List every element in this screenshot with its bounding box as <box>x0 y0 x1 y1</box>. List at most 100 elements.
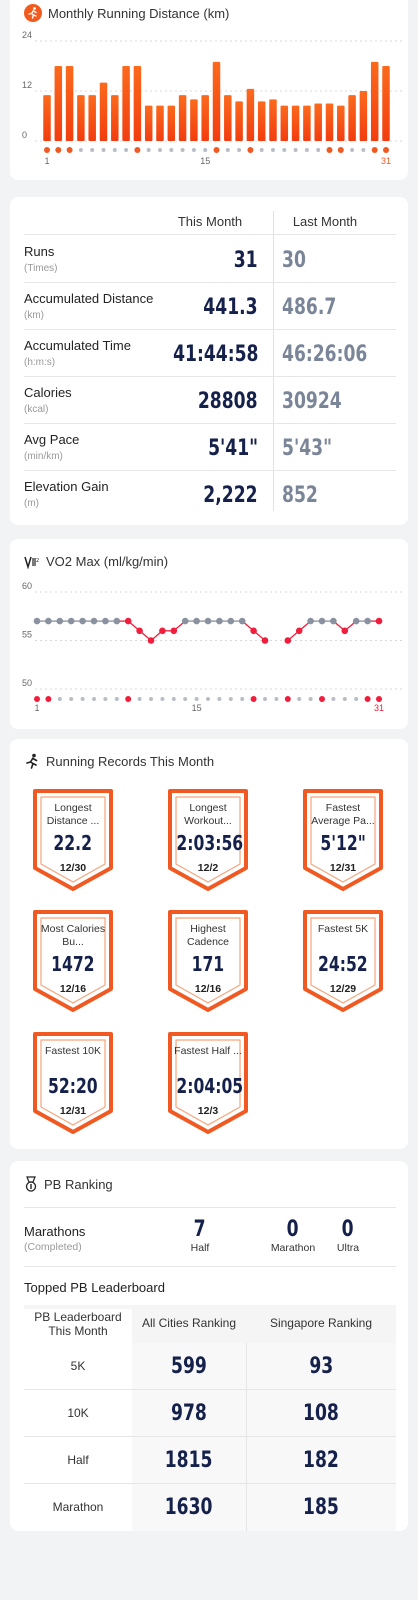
day-marker <box>114 697 119 701</box>
leaderboard-row: 10K 978 108 <box>24 1390 396 1437</box>
x-tick-label: 31 <box>381 156 391 166</box>
records-title: Running Records This Month <box>46 753 215 769</box>
vo2-point <box>56 617 64 625</box>
distance-card: Monthly Running Distance (km) 24 12 0 1 15 31 <box>10 0 408 180</box>
record-label: Longest Distance ... <box>46 802 100 827</box>
medal-icon <box>25 1176 37 1192</box>
all-cities-rank: 978 <box>132 1400 246 1426</box>
record-label: Fastest 5K <box>317 923 369 935</box>
bar <box>257 101 266 141</box>
record-badge[interactable]: Fastest Average Pa... 5'12" 12/31 <box>302 788 384 892</box>
leaderboard-distance: Marathon <box>52 1500 104 1514</box>
metric-unit: (h:m:s) <box>24 357 56 368</box>
leaderboard-header: PB Leaderboard This Month All Cities Ran… <box>24 1305 396 1343</box>
record-badge[interactable]: Longest Distance ... 22.2 12/30 <box>32 788 114 892</box>
vo2-point <box>159 627 166 635</box>
badge-shield-shape <box>303 789 383 891</box>
record-badge[interactable]: Fastest 10K 52:20 12/31 <box>32 1031 114 1135</box>
count-half-value: 7 <box>194 1217 206 1242</box>
record-value: 2:03:56 <box>167 831 249 856</box>
record-date: 12/29 <box>329 983 357 995</box>
day-marker <box>57 697 62 701</box>
vo2-point <box>295 627 303 635</box>
comparison-row: Runs (Times) 31 30 <box>24 235 396 283</box>
metric-last-month-value: 5'43" <box>282 436 333 461</box>
day-marker <box>45 696 52 702</box>
day-marker <box>66 147 73 153</box>
metric-last-month-value: 46:26:06 <box>282 342 368 367</box>
vo2-point <box>261 637 269 644</box>
bar <box>167 105 176 141</box>
leaderboard-distance: 10K <box>67 1406 89 1420</box>
metric-this-month-value: 41:44:58 <box>172 342 258 367</box>
badge-shield-shape <box>303 910 383 1012</box>
bar <box>370 61 379 141</box>
y-tick-label: 50 <box>22 678 32 688</box>
day-marker <box>34 696 40 702</box>
record-value-text: 5'12" <box>320 831 366 855</box>
bar <box>224 95 232 141</box>
metric-label: Accumulated Time <box>24 338 131 353</box>
bar <box>325 103 334 141</box>
badge-shield-shape <box>33 910 113 1012</box>
day-marker <box>282 148 287 152</box>
day-marker <box>240 697 245 701</box>
record-badge[interactable]: Fastest 5K 24:52 12/29 <box>302 909 384 1013</box>
singapore-rank: 182 <box>246 1447 396 1473</box>
day-marker <box>134 147 141 153</box>
day-marker <box>319 696 325 702</box>
metric-unit: (km) <box>24 310 44 321</box>
day-marker <box>203 148 208 152</box>
metric-this-month: 31 <box>227 247 258 273</box>
comparison-row: Accumulated Time (h:m:s) 41:44:58 46:26:06 <box>24 329 396 377</box>
all-cities-rank-value: 978 <box>171 1401 207 1426</box>
bar <box>337 105 345 141</box>
day-marker <box>274 697 279 701</box>
bar <box>382 66 390 141</box>
records-card: Running Records This Month Longest Dista… <box>10 739 408 1149</box>
day-marker <box>183 697 188 701</box>
vo2-point <box>284 637 292 644</box>
vo2-point <box>307 617 314 625</box>
day-marker <box>263 697 267 701</box>
record-label: Fastest Average Pa... <box>311 802 375 827</box>
count-marathon-value: 0 <box>287 1217 299 1242</box>
count-marathon-label: Marathon <box>270 1242 316 1254</box>
distance-chart-title: Monthly Running Distance (km) <box>48 5 230 21</box>
metric-this-month: 2,222 <box>188 482 258 508</box>
metric-label: Avg Pace <box>24 432 80 447</box>
singapore-rank-value: 108 <box>303 1401 339 1426</box>
bar <box>280 105 289 141</box>
day-marker <box>237 148 242 152</box>
day-marker <box>78 148 83 152</box>
metric-this-month: 5'41" <box>194 435 258 461</box>
badge-shield-shape <box>33 789 113 891</box>
vo2-point <box>318 617 326 625</box>
record-badge[interactable]: Most Calories Bu... 1472 12/16 <box>32 909 114 1013</box>
x-tick-label: 1 <box>44 156 49 166</box>
day-marker <box>371 147 378 153</box>
distance-bar-chart: 24 12 0 1 15 31 <box>22 30 402 166</box>
bar <box>178 95 187 141</box>
metric-last-month: 30 <box>282 247 313 273</box>
runner-icon <box>26 753 38 769</box>
singapore-rank: 108 <box>246 1400 396 1426</box>
vo2-point <box>45 617 52 625</box>
vo2-point <box>216 617 223 625</box>
record-value: 5'12" <box>302 831 384 856</box>
record-value-text: 1472 <box>51 952 95 976</box>
record-value-text: 171 <box>191 952 225 976</box>
leaderboard-row: 5K 599 93 <box>24 1343 396 1390</box>
record-badge[interactable]: Longest Workout... 2:03:56 12/2 <box>167 788 249 892</box>
record-value: 2:04:05 <box>167 1074 249 1099</box>
leaderboard-distance: 5K <box>70 1359 86 1373</box>
singapore-rank: 185 <box>246 1494 396 1520</box>
record-badge[interactable]: Fastest Half ... 2:04:05 12/3 <box>167 1031 249 1135</box>
metric-last-month-value: 30924 <box>282 389 342 414</box>
all-cities-rank: 1815 <box>132 1447 246 1473</box>
vo2-point <box>375 617 383 625</box>
day-marker <box>158 148 162 152</box>
day-marker <box>137 697 142 701</box>
y-tick-label: 60 <box>22 581 32 591</box>
record-badge[interactable]: Highest Cadence 171 12/16 <box>167 909 249 1013</box>
